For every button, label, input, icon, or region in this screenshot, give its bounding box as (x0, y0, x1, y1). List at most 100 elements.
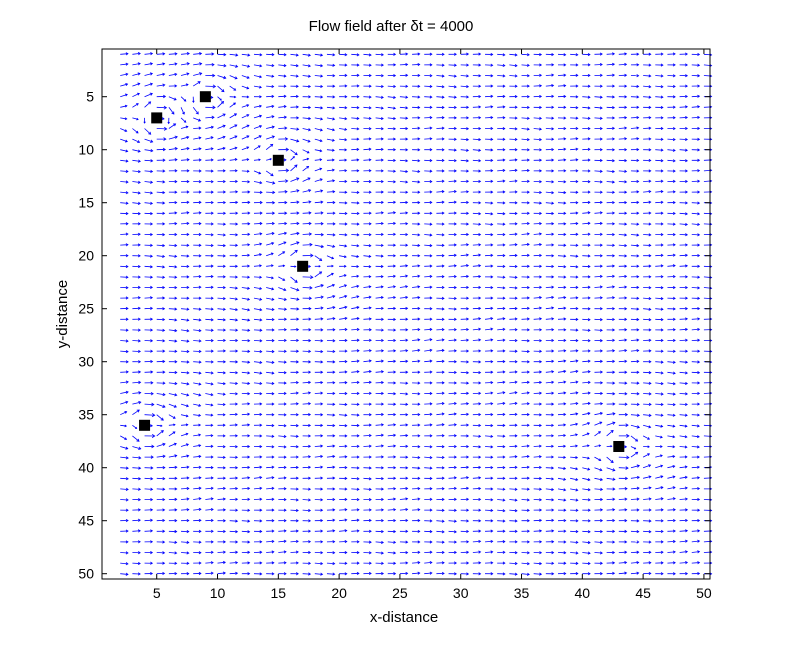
flow-vector (497, 476, 506, 480)
flow-vector (570, 53, 579, 57)
flow-vector (241, 180, 251, 184)
flow-vector (618, 381, 628, 385)
flow-vector (156, 487, 166, 491)
flow-vector (582, 498, 591, 502)
flow-vector (180, 329, 190, 333)
flow-vector (168, 62, 178, 66)
flow-vector (460, 264, 470, 268)
flow-vector (570, 391, 579, 395)
flow-vector (521, 105, 530, 110)
flow-vector (606, 429, 614, 437)
flow-vector (618, 95, 628, 99)
flow-vector (290, 498, 299, 502)
flow-vector (314, 84, 324, 88)
flow-vector (181, 275, 190, 279)
flow-vector (229, 254, 239, 258)
flow-vector (679, 179, 688, 183)
flow-vector (399, 190, 409, 194)
flow-vector (436, 455, 445, 459)
flow-vector (168, 84, 178, 88)
flow-vector (339, 95, 348, 99)
flow-vector (509, 349, 518, 353)
flow-vector (594, 456, 602, 462)
flow-vector (144, 487, 154, 491)
flow-vector (509, 317, 518, 321)
flow-vector (339, 413, 348, 417)
flow-vector (290, 434, 299, 438)
flow-vector (229, 412, 238, 416)
flow-vector (497, 338, 506, 342)
flow-vector (424, 180, 433, 184)
flow-vector (144, 232, 154, 237)
flow-vector (679, 74, 688, 78)
flow-vector (472, 94, 482, 99)
flow-vector (181, 243, 190, 247)
flow-vector (266, 339, 275, 343)
flow-vector (545, 127, 555, 131)
flow-vector (314, 444, 324, 448)
flow-vector (545, 423, 555, 427)
flow-vector (460, 412, 470, 416)
flow-vector (266, 221, 275, 226)
flow-vector (533, 137, 543, 142)
flow-vector (399, 423, 409, 427)
flow-vector (351, 190, 360, 194)
flow-vector (606, 402, 616, 406)
flow-vector (339, 138, 348, 142)
flow-vector (460, 169, 470, 173)
flow-vector (290, 360, 300, 364)
flow-vector (120, 317, 129, 321)
flow-vector (521, 360, 530, 364)
flow-vector (253, 64, 263, 68)
flow-vector (314, 423, 324, 427)
flow-vector (557, 477, 567, 481)
flow-vector (643, 137, 652, 141)
flow-vector (278, 63, 287, 68)
flow-vector (156, 137, 167, 141)
flow-vector (375, 147, 384, 151)
flow-vector (545, 243, 555, 247)
flow-vector (412, 105, 421, 110)
flow-vector (241, 328, 251, 332)
flow-vector (679, 233, 688, 237)
flow-vector (375, 264, 384, 268)
flow-vector (545, 73, 555, 77)
flow-vector (253, 423, 263, 427)
flow-vector (168, 393, 178, 397)
flow-vector (363, 359, 372, 363)
flow-vector (180, 117, 187, 123)
flow-vector (606, 317, 616, 322)
flow-vector (302, 105, 312, 110)
flow-vector (229, 371, 239, 375)
flow-vector (545, 232, 555, 236)
flow-vector (314, 158, 323, 162)
flow-vector (326, 128, 336, 132)
flow-vector (618, 73, 628, 77)
flow-vector (314, 498, 324, 502)
flow-vector (205, 455, 214, 459)
flow-vector (217, 486, 226, 491)
flow-vector (436, 434, 445, 438)
flow-vector (193, 307, 202, 311)
flow-vector (424, 116, 433, 120)
flow-vector (326, 402, 336, 406)
flow-vector (509, 53, 518, 57)
flow-vector (497, 434, 506, 438)
flow-vector (144, 52, 154, 56)
flow-vector (278, 360, 287, 364)
flow-vector (205, 486, 214, 490)
flow-vector (643, 497, 652, 501)
flow-vector (339, 508, 348, 512)
flow-vector (193, 72, 203, 76)
flow-vector (643, 307, 652, 311)
flow-vector (278, 168, 290, 173)
flow-vector (533, 222, 543, 226)
flow-vector (241, 444, 251, 449)
flow-vector (533, 423, 542, 427)
flow-vector (618, 412, 629, 417)
flow-vector (436, 381, 445, 385)
flow-vector (339, 233, 348, 237)
flow-vector (253, 135, 262, 140)
flow-vector (387, 381, 397, 385)
flow-vector (217, 476, 226, 480)
